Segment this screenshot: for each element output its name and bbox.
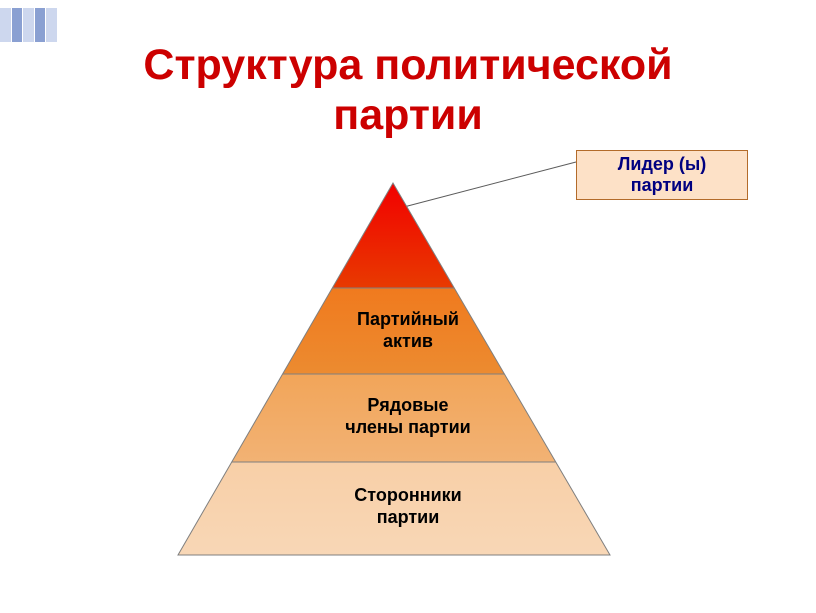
pyramid-level-1 xyxy=(283,288,505,374)
pyramid-level-3 xyxy=(178,462,610,555)
pyramid-level-2 xyxy=(232,374,556,462)
pyramid-level-0 xyxy=(332,183,454,288)
pyramid-levels xyxy=(178,183,610,555)
pyramid-diagram xyxy=(0,0,816,613)
